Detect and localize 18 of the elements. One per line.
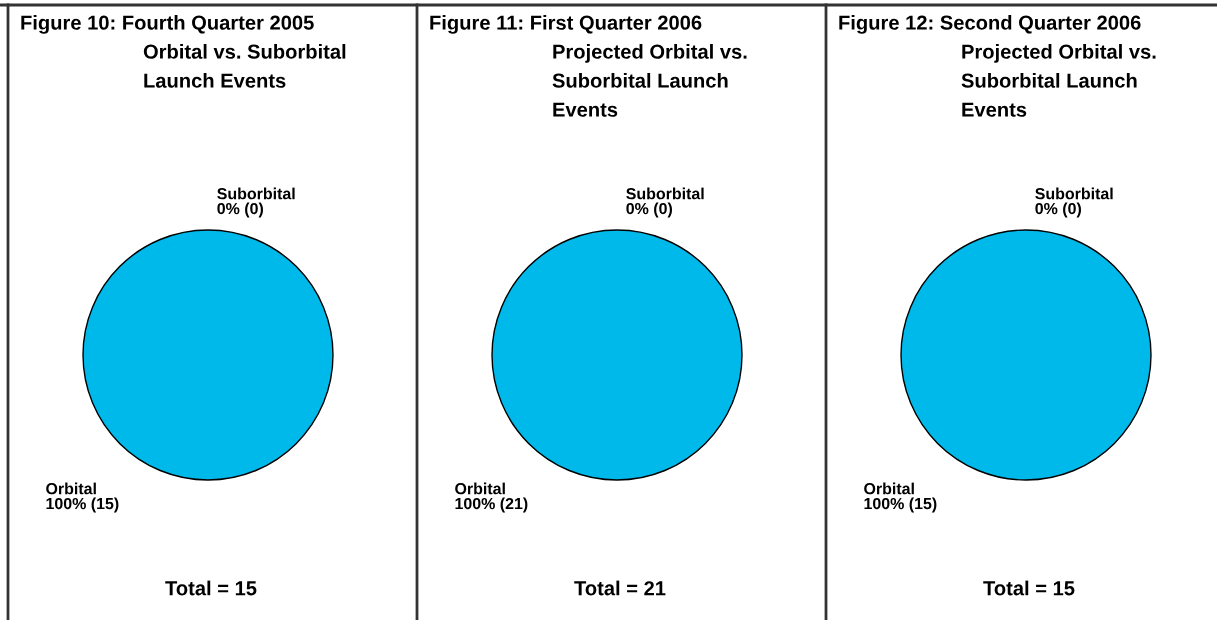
text: Total = 15 [165, 580, 257, 596]
slice-label: Orbital [455, 482, 505, 495]
text: Total = 15 [983, 580, 1075, 596]
text: 0% (0) [1035, 202, 1081, 218]
text: 0% (0) [217, 202, 263, 218]
category-label: Suborbital [1035, 187, 1113, 200]
data-label: 100% (15) [46, 497, 119, 513]
chart-title: Figure 12: Second Quarter 2006 Projected Orbital vs. Suborbital Launch Events [839, 15, 1156, 117]
chart-title: Figure 10: Fourth Quarter 2005 Orbital vs. Suborbital Launch Events [21, 15, 346, 88]
data-label: 100% (21) [455, 497, 528, 513]
text: Total = 21 [574, 580, 666, 596]
data-label: 100% (15) [864, 497, 937, 513]
slice-label: Orbital [46, 482, 96, 495]
chart-title: Figure 11: First Quarter 2006 Projected Orbital vs. Suborbital Launch Events [430, 15, 747, 117]
category-label: Suborbital [217, 187, 295, 200]
text: 0% (0) [626, 202, 672, 218]
slice-label: Orbital [864, 482, 914, 495]
category-label: Suborbital [626, 187, 704, 200]
